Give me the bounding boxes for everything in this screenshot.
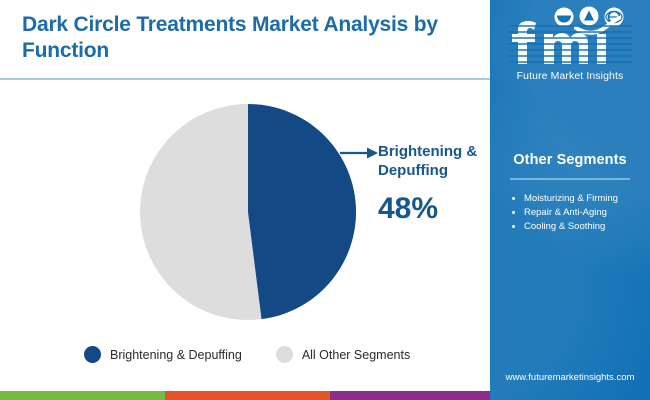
callout-label: Brightening & Depuffing (378, 143, 478, 179)
pie-slice-brightening-depuffing (248, 104, 356, 320)
fmi-logo-tagline: Future Market Insights (516, 70, 624, 82)
bullet-icon (512, 197, 515, 200)
pie-chart-svg (140, 104, 356, 320)
chart-legend: Brightening & Depuffing All Other Segmen… (84, 346, 410, 363)
legend-item-brightening-depuffing[interactable]: Brightening & Depuffing (84, 346, 242, 363)
list-item-label: Repair & Anti-Aging (524, 207, 607, 218)
side-panel: Future Market Insights Other Segments Mo… (490, 0, 650, 400)
legend-item-all-other-segments[interactable]: All Other Segments (275, 346, 411, 363)
bullet-icon (512, 211, 515, 214)
list-item: Moisturizing & Firming (508, 192, 648, 206)
list-item-label: Cooling & Soothing (524, 221, 606, 232)
main-content-area: Dark Circle Treatments Market Analysis b… (0, 13, 490, 400)
list-item: Repair & Anti-Aging (508, 206, 648, 220)
page-title: Dark Circle Treatments Market Analysis b… (22, 13, 438, 62)
bottom-bar-segment-purple (330, 391, 490, 400)
other-segments-list: Moisturizing & Firming Repair & Anti-Agi… (508, 192, 648, 234)
legend-label: All Other Segments (301, 347, 411, 362)
legend-label: Brightening & Depuffing (110, 347, 242, 362)
panel-divider (510, 178, 630, 180)
fmi-logo-mark-icon (508, 6, 632, 64)
bullet-icon (512, 225, 515, 228)
pie-slice-all-other-segments (140, 104, 262, 320)
pie-chart (140, 104, 356, 320)
bottom-color-bar (0, 391, 490, 400)
bottom-bar-segment-green (0, 391, 165, 400)
list-item-label: Moisturizing & Firming (524, 193, 618, 204)
callout-value: 48% (378, 192, 439, 225)
website-url[interactable]: www.futuremarketinsights.com (505, 372, 635, 383)
arrow-right-icon (340, 147, 378, 159)
bottom-bar-segment-orange (165, 391, 330, 400)
list-item: Cooling & Soothing (508, 220, 648, 234)
other-segments-heading: Other Segments (513, 152, 627, 168)
legend-swatch-icon (84, 346, 101, 363)
legend-swatch-icon (275, 346, 293, 363)
header-divider (0, 78, 490, 80)
fmi-logo[interactable]: Future Market Insights (490, 6, 650, 82)
